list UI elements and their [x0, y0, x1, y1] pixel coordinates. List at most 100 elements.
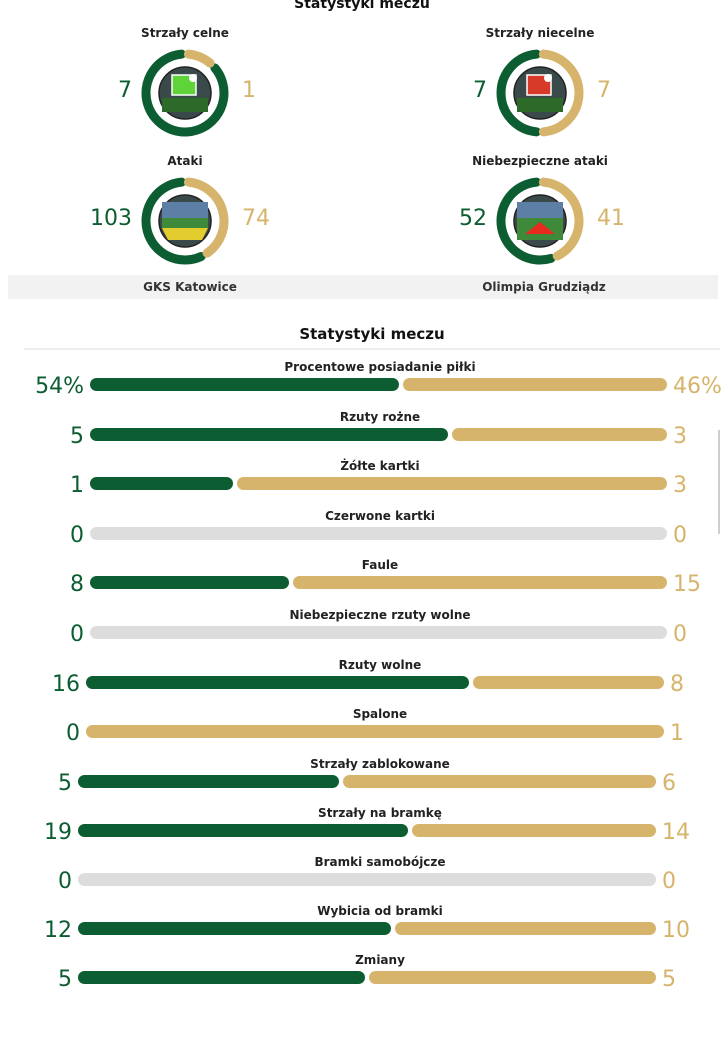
stat-row: Czerwone kartki 0 0 — [0, 509, 724, 559]
stat-label: Wybicia od bramki — [317, 904, 443, 918]
stat-bar-away — [412, 824, 656, 837]
stat-bar — [78, 971, 656, 984]
ring-chart — [496, 177, 584, 265]
stats-section-title: Statystyki meczu — [299, 325, 445, 343]
ring-away-arc — [183, 49, 215, 68]
ring-shots-on-target: Strzały celne 7 1 — [20, 26, 350, 146]
ring-label: Niebezpieczne ataki — [472, 154, 608, 168]
stat-home-value: 5 — [70, 424, 84, 449]
stat-away-value: 1 — [670, 721, 684, 746]
stat-label: Strzały zablokowane — [310, 757, 450, 771]
goal-green-icon — [156, 64, 214, 122]
stat-label: Bramki samobójcze — [314, 855, 446, 869]
stat-home-value: 8 — [70, 572, 84, 597]
ring-home-arc — [496, 49, 542, 137]
stat-bar — [90, 378, 667, 391]
ring-home-arc — [141, 177, 206, 265]
ring-home-value: 7 — [118, 78, 132, 103]
ring-away-arc — [538, 177, 584, 261]
stat-row: Rzuty wolne 16 8 — [0, 658, 724, 708]
stat-row: Rzuty rożne 5 3 — [0, 410, 724, 460]
stat-label: Procentowe posiadanie piłki — [284, 360, 476, 374]
stat-bar-away — [452, 428, 667, 441]
stat-home-value: 0 — [70, 622, 84, 647]
stat-bar-home — [78, 922, 391, 935]
danger-zone-icon — [511, 192, 569, 250]
stat-bar — [86, 676, 664, 689]
stat-bar — [78, 824, 656, 837]
stat-row: Zmiany 5 5 — [0, 953, 724, 1003]
ring-away-value: 7 — [597, 78, 611, 103]
stat-label: Żółte kartki — [340, 459, 420, 473]
stat-home-value: 5 — [58, 967, 72, 992]
stat-label: Niebezpieczne rzuty wolne — [289, 608, 471, 622]
stat-home-value: 16 — [52, 672, 80, 697]
stat-bar-home — [90, 477, 233, 490]
stadium-icon — [156, 192, 214, 250]
stat-row: Strzały na bramkę 19 14 — [0, 806, 724, 856]
stat-bar-away — [395, 922, 656, 935]
ring-away-value: 41 — [597, 206, 625, 231]
stat-home-value: 5 — [58, 771, 72, 796]
ring-label: Strzały celne — [141, 26, 229, 40]
teams-bar: GKS Katowice Olimpia Grudziądz — [8, 275, 718, 299]
stat-row: Niebezpieczne rzuty wolne 0 0 — [0, 608, 724, 658]
ring-home-arc — [496, 177, 556, 265]
stat-home-value: 0 — [66, 721, 80, 746]
stat-bar — [90, 576, 667, 589]
stat-row: Procentowe posiadanie piłki 54% 46% — [0, 360, 724, 410]
ring-dangerous-attacks: Niebezpieczne ataki 52 41 — [375, 154, 705, 274]
stat-row: Żółte kartki 1 3 — [0, 459, 724, 509]
stat-away-value: 6 — [662, 771, 676, 796]
stat-away-value: 46% — [673, 374, 722, 399]
stat-home-value: 12 — [44, 918, 72, 943]
ring-chart — [141, 49, 229, 137]
stat-label: Strzały na bramkę — [318, 806, 442, 820]
stat-label: Rzuty rożne — [339, 410, 421, 424]
ring-attacks: Ataki 103 74 — [20, 154, 350, 274]
stat-home-value: 54% — [35, 374, 84, 399]
stat-row: Bramki samobójcze 0 0 — [0, 855, 724, 905]
ring-home-value: 52 — [459, 206, 487, 231]
stat-bar — [90, 626, 667, 639]
stat-bar-away — [86, 725, 664, 738]
stat-bar-home — [90, 576, 289, 589]
stat-home-value: 19 — [44, 820, 72, 845]
scrollbar[interactable] — [718, 430, 720, 534]
stat-away-value: 0 — [673, 622, 687, 647]
stat-bar — [78, 922, 656, 935]
stat-bar-empty — [78, 873, 656, 886]
stat-bar — [90, 428, 667, 441]
stat-label: Faule — [361, 558, 399, 572]
stat-home-value: 0 — [70, 523, 84, 548]
stat-away-value: 5 — [662, 967, 676, 992]
stat-bar-home — [78, 775, 339, 788]
page-title: Statystyki meczu — [294, 0, 430, 12]
ring-away-arc — [538, 49, 584, 137]
stat-bar-home — [78, 971, 365, 984]
stat-away-value: 0 — [662, 869, 676, 894]
ring-home-value: 7 — [473, 78, 487, 103]
stat-row: Faule 8 15 — [0, 558, 724, 608]
stat-bar-away — [343, 775, 656, 788]
stat-bar — [90, 477, 667, 490]
stat-away-value: 8 — [670, 672, 684, 697]
stat-row: Strzały zablokowane 5 6 — [0, 757, 724, 807]
stat-bar-home — [90, 428, 448, 441]
ring-chart — [141, 177, 229, 265]
stat-bar-home — [78, 824, 408, 837]
stat-away-value: 3 — [673, 424, 687, 449]
stat-label: Zmiany — [355, 953, 405, 967]
stat-away-value: 0 — [673, 523, 687, 548]
ring-shots-off-target: Strzały niecelne 7 7 — [375, 26, 705, 146]
stat-bar-away — [293, 576, 667, 589]
ring-away-value: 74 — [242, 206, 270, 231]
stat-bar-away — [473, 676, 664, 689]
stat-bar-home — [86, 676, 469, 689]
home-team-name: GKS Katowice — [143, 280, 237, 294]
stat-label: Rzuty wolne — [338, 658, 422, 672]
ring-away-arc — [183, 177, 229, 258]
stat-bar-away — [369, 971, 656, 984]
stat-bar — [78, 873, 656, 886]
away-team-name: Olimpia Grudziądz — [482, 280, 606, 294]
